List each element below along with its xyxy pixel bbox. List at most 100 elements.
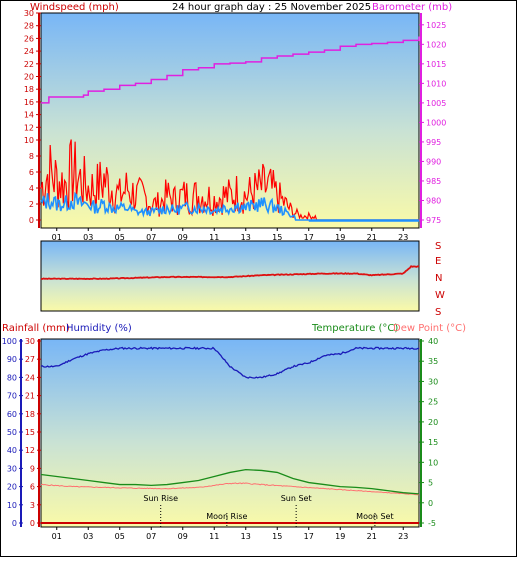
humidity-tick-label: 100: [2, 337, 17, 346]
x-tick-label: 23: [398, 233, 408, 242]
rain-tick-label: 18: [25, 410, 35, 419]
x-tick-label: 01: [52, 233, 62, 242]
x-tick-label: 13: [241, 532, 251, 541]
x-tick-label: 03: [83, 532, 93, 541]
rain-tick-label: 3: [30, 501, 35, 510]
baro-tick-label: 985: [426, 177, 441, 186]
x-tick-label: 21: [367, 532, 377, 541]
temp-tick-label: 0: [428, 499, 433, 508]
wind-tick-label: 4: [29, 184, 34, 193]
rain-tick-label: 0: [30, 519, 35, 528]
x-tick-label: 15: [272, 532, 282, 541]
temp-panel: [40, 338, 420, 528]
baro-tick-label: 975: [426, 216, 441, 225]
rain-tick-label: 24: [25, 373, 35, 382]
humidity-axis-label: Humidity (%): [66, 323, 132, 334]
compass-w: W: [435, 290, 445, 301]
humidity-tick-label: 20: [7, 483, 17, 492]
wind-series: [40, 36, 420, 222]
x-tick-label: 19: [335, 233, 345, 242]
x-tick-label: 07: [146, 233, 156, 242]
x-tick-label: 09: [178, 233, 188, 242]
rain-tick-label: 9: [30, 464, 35, 473]
rain-tick-label: 6: [30, 483, 35, 492]
wind-line: [40, 191, 419, 221]
x-tick-label: 13: [241, 233, 251, 242]
dew-axis-label: Dew Point (°C): [393, 323, 466, 334]
baro-tick-label: 1020: [426, 40, 446, 49]
baro-tick-label: 1000: [426, 118, 446, 127]
x-tick-label: 11: [209, 532, 219, 541]
rain-tick-label: 21: [25, 392, 35, 401]
humidity-tick-label: 40: [7, 446, 17, 455]
wind-tick-label: 26: [24, 34, 34, 43]
humidity-tick-label: 50: [7, 428, 17, 437]
temp-tick-label: 10: [428, 458, 438, 467]
temp-tick-label: 5: [428, 479, 433, 488]
wind-panel: [40, 12, 420, 229]
chart-title: 24 hour graph day : 25 November 2025: [172, 2, 371, 13]
wind-tick-label: 10: [24, 136, 34, 145]
event-label: Moon Set: [356, 512, 393, 521]
wind-tick-label: 14: [24, 111, 34, 120]
baro-ticks: 975 980 985 990 995 1000 1005 1010 1015 1020 1025: [419, 13, 446, 228]
compass-e: E: [435, 256, 441, 267]
humidity-ticks: 0 10 20 30 40 50 60 70 80 90 100: [2, 337, 23, 528]
temp-axis-label: Temperature (°C): [311, 323, 398, 334]
humidity-tick-label: 60: [7, 410, 17, 419]
wind-tick-label: 22: [24, 60, 34, 69]
compass-n: N: [435, 273, 442, 284]
rain-tick-label: 15: [25, 428, 35, 437]
wind-tick-label: 16: [24, 98, 34, 107]
wind-tick-label: 0: [29, 216, 34, 225]
temp-ticks: -5 0 5 10 15 20 25 30 35 40: [419, 337, 438, 528]
temp-tick-label: 15: [428, 438, 438, 447]
dewpoint-line: [40, 482, 420, 496]
baro-tick-label: 980: [426, 196, 441, 205]
wind-tick-label: 6: [29, 168, 34, 177]
temp-tick-label: 40: [428, 337, 438, 346]
x-ticks-bottom: 01 03 05 07 09 11 13 15 17 19 21 23: [52, 527, 408, 541]
x-tick-label: 23: [398, 532, 408, 541]
baro-tick-label: 1010: [426, 79, 446, 88]
direction-panel: [40, 240, 420, 312]
temp-tick-label: 35: [428, 357, 438, 366]
rain-tick-label: 30: [25, 337, 35, 346]
x-tick-label: 17: [304, 233, 314, 242]
baro-tick-label: 990: [426, 157, 441, 166]
temp-tick-label: 20: [428, 418, 438, 427]
wind-tick-label: 2: [29, 200, 34, 209]
x-tick-label: 09: [178, 532, 188, 541]
event-label: Sun Set: [281, 494, 312, 503]
baro-tick-label: 995: [426, 138, 441, 147]
wind-tick-label: 12: [24, 123, 34, 132]
humidity-tick-label: 70: [7, 392, 17, 401]
wind-tick-label: 24: [24, 47, 34, 56]
baro-tick-label: 1005: [426, 99, 446, 108]
wind-tick-label: 18: [24, 85, 34, 94]
x-tick-label: 21: [367, 233, 377, 242]
humidity-tick-label: 30: [7, 464, 17, 473]
wind-tick-label: 30: [24, 9, 34, 18]
rain-ticks: 0 3 6 9 12 15 18 21 24 27 30: [25, 337, 41, 528]
rain-axis-label: Rainfall (mm): [2, 323, 70, 334]
wind-tick-label: 20: [24, 73, 34, 82]
baro-tick-label: 1015: [426, 60, 446, 69]
x-tick-label: 05: [115, 532, 125, 541]
x-tick-label: 01: [52, 532, 62, 541]
event-label: Moon Rise: [206, 512, 247, 521]
compass-s-top: S: [435, 241, 441, 252]
temperature-line: [40, 468, 420, 495]
humidity-tick-label: 80: [7, 373, 17, 382]
humidity-tick-label: 0: [12, 519, 17, 528]
x-tick-label: 05: [115, 233, 125, 242]
compass-s-bottom: S: [435, 307, 441, 318]
direction-series: [40, 265, 420, 281]
humidity-line: [40, 346, 420, 379]
x-tick-label: 15: [272, 233, 282, 242]
sun-moon-events: Sun Rise Moon Rise Sun Set Moon Set: [143, 494, 394, 527]
x-tick-label: 03: [83, 233, 93, 242]
temp-tick-label: 25: [428, 398, 438, 407]
